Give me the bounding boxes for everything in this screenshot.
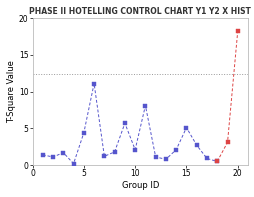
Title: PHASE II HOTELLING CONTROL CHART Y1 Y2 X HIST: PHASE II HOTELLING CONTROL CHART Y1 Y2 X… bbox=[29, 7, 250, 16]
Y-axis label: T-Square Value: T-Square Value bbox=[7, 60, 16, 123]
X-axis label: Group ID: Group ID bbox=[121, 181, 158, 190]
